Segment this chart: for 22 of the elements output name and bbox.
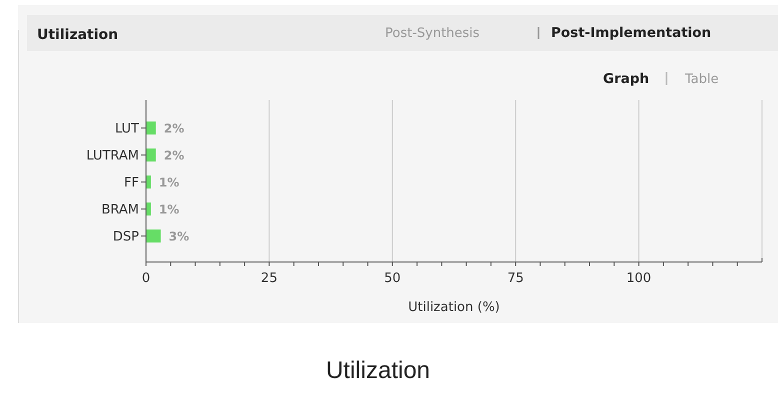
text: Graph <box>603 71 650 87</box>
data-label: 1% <box>158 202 180 216</box>
x-tick-label: 0 <box>142 271 150 286</box>
data-label: 2% <box>164 122 184 136</box>
x-tick-label: 75 <box>507 271 524 286</box>
y-tick-label: LUT <box>114 122 140 136</box>
x-tick-label: 100 <box>626 271 652 286</box>
data-label: 1% <box>158 176 180 190</box>
y-tick-label: LUTRAM <box>86 148 139 164</box>
data-label: 3% <box>168 230 190 244</box>
y-tick-label: BRAM <box>101 202 139 218</box>
y-tick-label: FF <box>124 176 139 190</box>
x-tick-label: 25 <box>260 271 278 286</box>
text: Utilization <box>326 357 430 384</box>
text: Table <box>684 72 719 87</box>
x-axis-title: Utilization (%) <box>408 300 500 315</box>
text: Post-Synthesis <box>385 26 480 41</box>
x-tick-label: 50 <box>384 271 401 286</box>
text: Post-Implementation <box>551 25 712 41</box>
chart-title: Utilization <box>37 27 118 43</box>
data-label: 2% <box>164 148 184 162</box>
y-tick-label: DSP <box>112 230 140 244</box>
